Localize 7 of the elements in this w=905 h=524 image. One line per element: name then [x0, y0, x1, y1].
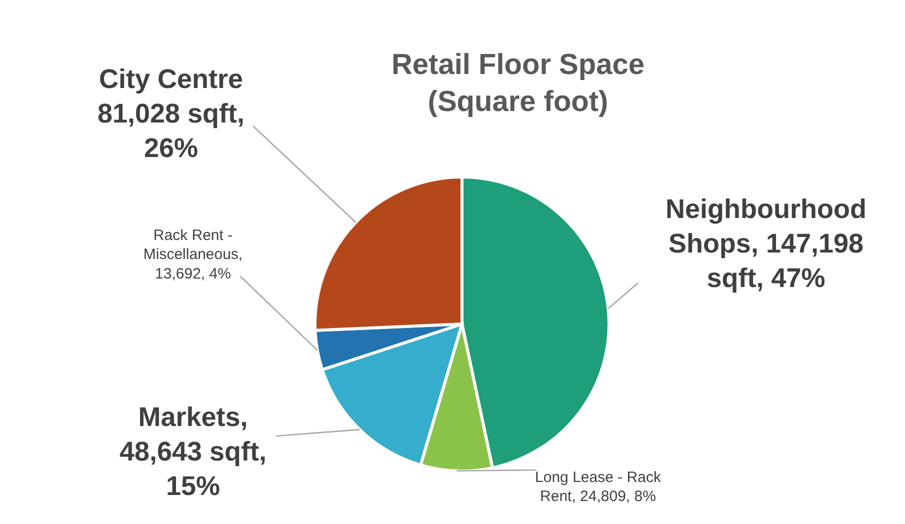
data-label: 81,028 sqft, 26%	[97, 98, 245, 164]
slice-label: City Centre	[98, 64, 244, 94]
slice-label: Rack Rent - Miscellaneous, 13,692, 4%	[143, 227, 243, 282]
chart-title: Retail Floor Space (Square foot)	[391, 49, 645, 118]
slice-label: Neighbourhood Shops, 147,198 sqft, 47%	[666, 194, 866, 294]
slice-label: Long Lease - Rack Rent, 24,809, 8%	[535, 469, 662, 506]
slice-label: Markets, 48,643 sqft, 15%	[119, 402, 267, 502]
